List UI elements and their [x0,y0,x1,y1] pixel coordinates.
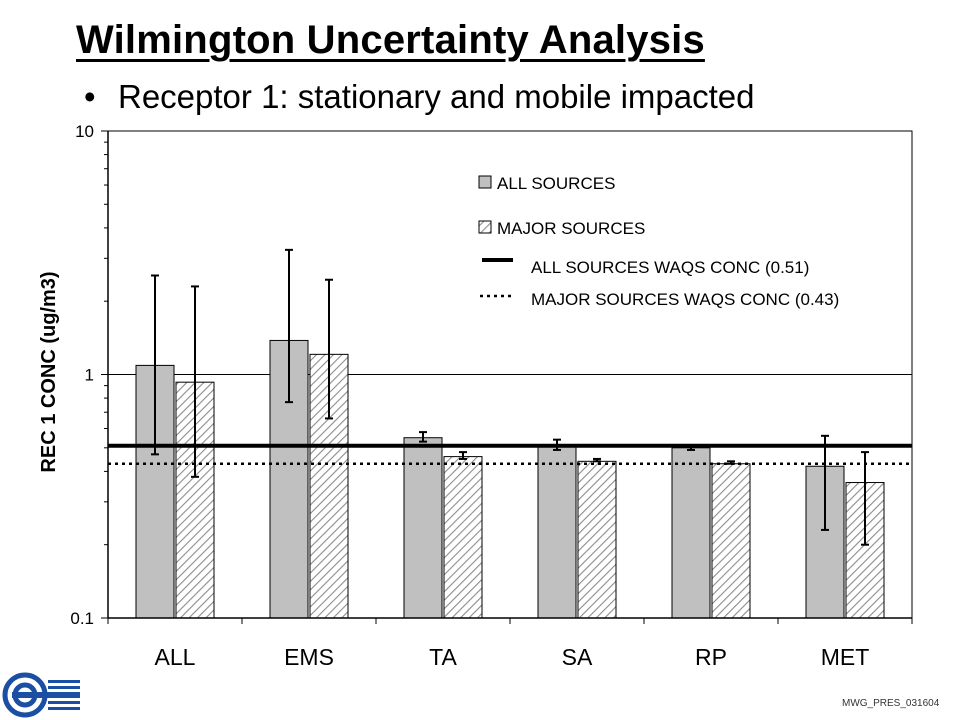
y-axis-title: REC 1 CONC (ug/m3) [38,271,60,472]
x-tick-label-met: MET [821,644,870,670]
slide-title: Wilmington Uncertainty Analysis [76,18,705,62]
y-tick-label: 0.1 [70,609,94,628]
x-tick-label-rp: RP [695,644,727,670]
bar-major-sources-sa [577,460,617,619]
bars [135,339,885,619]
bar-all-sources-sa [537,445,577,619]
bar-major-sources-rp [711,463,751,619]
legend-label: MAJOR SOURCES [497,219,645,238]
y-tick-label: 10 [75,122,94,141]
legend-label: MAJOR SOURCES WAQS CONC (0.43) [531,290,839,309]
error-bars [151,248,869,546]
chart-legend: ALL SOURCES MAJOR SOURCES ALL SOURCES WAQS… [478,174,839,309]
organization-logo-icon [2,672,80,718]
y-tick-label: 1 [85,366,94,385]
y-axis-ticks: 0.1 1 10 [70,122,108,628]
reference-lines [108,443,912,466]
bullet-text: Receptor 1: stationary and mobile impact… [118,78,755,115]
x-axis-labels: ALL EMS TA SA RP MET [107,618,913,670]
bar-all-sources-ta [403,437,443,619]
bar-all-sources-rp [671,447,711,619]
legend-label: ALL SOURCES [497,174,615,193]
legend-swatch [478,175,492,189]
legend-label: ALL SOURCES WAQS CONC (0.51) [531,258,809,277]
x-tick-label-all: ALL [155,644,196,670]
x-tick-label-ems: EMS [284,644,334,670]
bar-major-sources-ta [443,456,483,619]
legend-swatch [478,220,492,234]
footer-code: MWG_PRES_031604 [842,698,940,709]
x-tick-label-sa: SA [562,644,593,670]
bullet-point: • Receptor 1: stationary and mobile impac… [84,78,755,116]
x-tick-label-ta: TA [429,644,457,670]
bullet-dot: • [84,78,96,115]
